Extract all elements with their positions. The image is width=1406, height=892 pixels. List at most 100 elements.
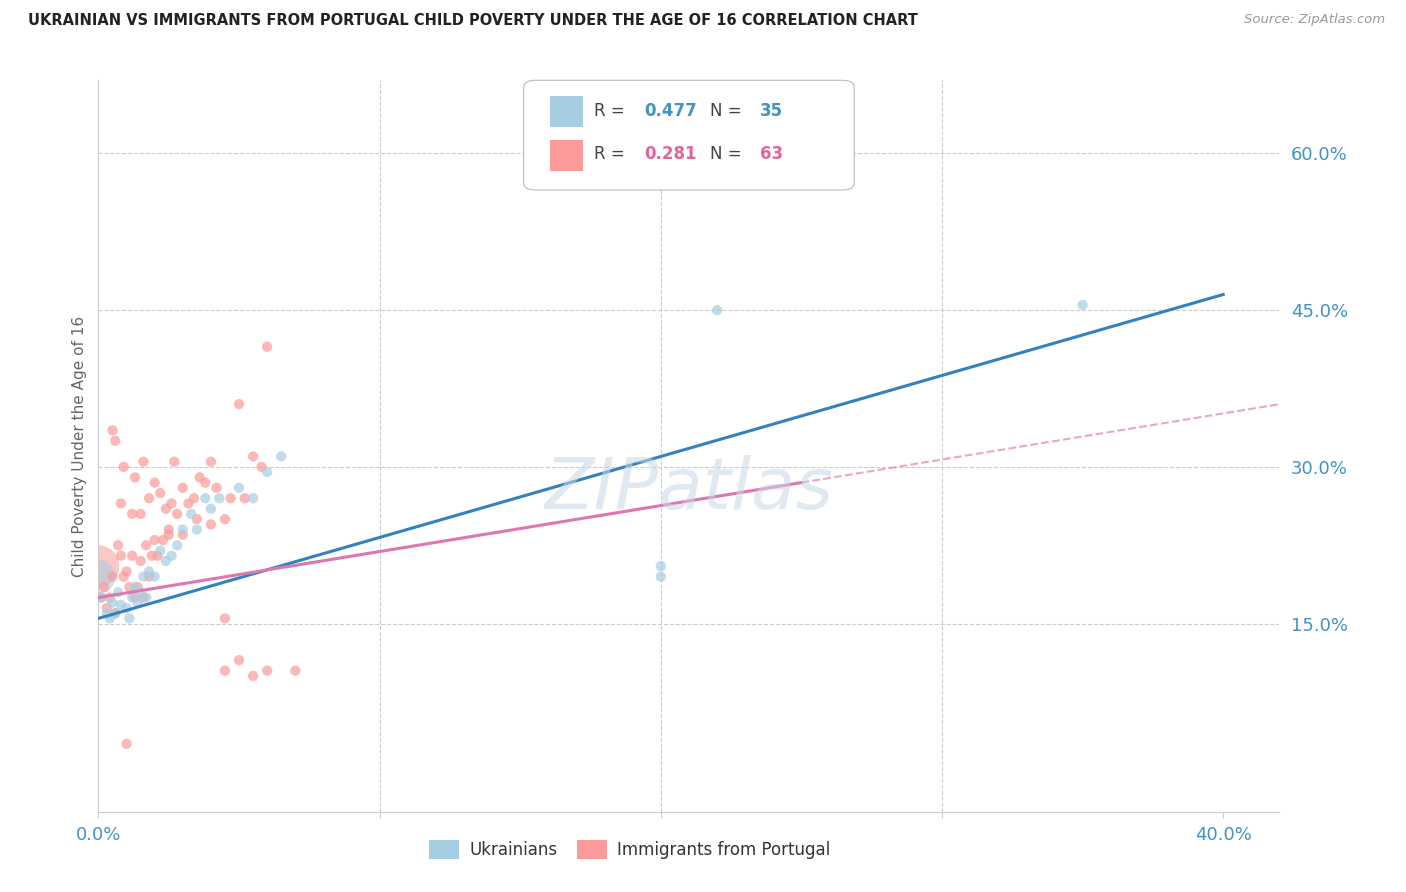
Point [98,591,121,605]
Point [132,455,155,469]
Point [152,533,174,547]
Point [233,491,256,506]
Point [242,450,264,464]
Point [186,523,208,537]
Text: R =: R = [595,102,630,120]
Point [143,569,166,583]
Point [118,580,141,594]
Point [183,491,205,506]
Point [135,591,157,605]
Point [107,538,129,552]
Point [104,606,127,620]
Point [112,569,135,583]
Point [166,507,188,521]
Point [172,528,194,542]
Point [135,538,157,552]
Point [138,491,160,506]
Point [228,653,250,667]
Point [127,596,149,610]
Text: N =: N = [710,102,747,120]
Point [194,475,217,490]
Point [96,606,118,620]
FancyBboxPatch shape [523,80,855,190]
Point [132,569,155,583]
Point [186,512,208,526]
Point [110,598,132,612]
Point [87,569,110,583]
Point [214,664,236,678]
Point [110,496,132,510]
Text: 0.281: 0.281 [644,145,696,163]
Point [208,491,231,506]
Point [124,591,146,605]
Point [650,569,672,583]
Point [101,596,124,610]
Point [188,470,211,484]
Point [115,565,138,579]
Point [256,340,278,354]
Text: N =: N = [710,145,747,163]
Point [129,585,152,599]
Point [129,554,152,568]
Point [166,538,188,552]
Text: ZIPatlas: ZIPatlas [544,456,834,524]
FancyBboxPatch shape [550,140,582,170]
Point [200,517,222,532]
Point [149,486,172,500]
Point [121,549,143,563]
Point [101,569,124,583]
Point [132,591,155,605]
Point [115,737,138,751]
Point [118,611,141,625]
Point [157,528,180,542]
Point [219,491,242,506]
Point [104,606,127,620]
Point [650,559,672,574]
Y-axis label: Child Poverty Under the Age of 16: Child Poverty Under the Age of 16 [72,316,87,576]
Point [163,455,186,469]
Point [256,664,278,678]
Point [141,549,163,563]
Text: UKRAINIAN VS IMMIGRANTS FROM PORTUGAL CHILD POVERTY UNDER THE AGE OF 16 CORRELAT: UKRAINIAN VS IMMIGRANTS FROM PORTUGAL CH… [28,13,918,29]
Point [121,507,143,521]
Point [180,507,202,521]
Point [96,601,118,615]
Point [143,533,166,547]
Point [98,611,121,625]
Point [270,450,292,464]
Point [172,523,194,537]
Legend: Ukrainians, Immigrants from Portugal: Ukrainians, Immigrants from Portugal [423,833,837,865]
Point [155,554,177,568]
Point [93,580,115,594]
Point [115,601,138,615]
FancyBboxPatch shape [550,96,582,127]
Point [90,591,112,605]
Point [200,501,222,516]
Point [101,423,124,437]
Point [177,496,200,510]
Point [242,669,264,683]
Point [138,569,160,583]
Point [143,475,166,490]
Point [284,664,307,678]
Point [104,434,127,448]
Text: 0.477: 0.477 [644,102,697,120]
Point [107,585,129,599]
Point [1071,298,1094,312]
Text: R =: R = [595,145,630,163]
Text: 63: 63 [759,145,783,163]
Point [121,591,143,605]
Point [155,501,177,516]
Point [138,565,160,579]
Point [149,543,172,558]
Point [129,507,152,521]
Text: Source: ZipAtlas.com: Source: ZipAtlas.com [1244,13,1385,27]
Point [127,580,149,594]
Point [160,496,183,510]
Point [228,397,250,411]
Point [194,491,217,506]
Point [87,559,110,574]
Point [228,481,250,495]
Point [250,459,273,474]
Point [242,491,264,506]
